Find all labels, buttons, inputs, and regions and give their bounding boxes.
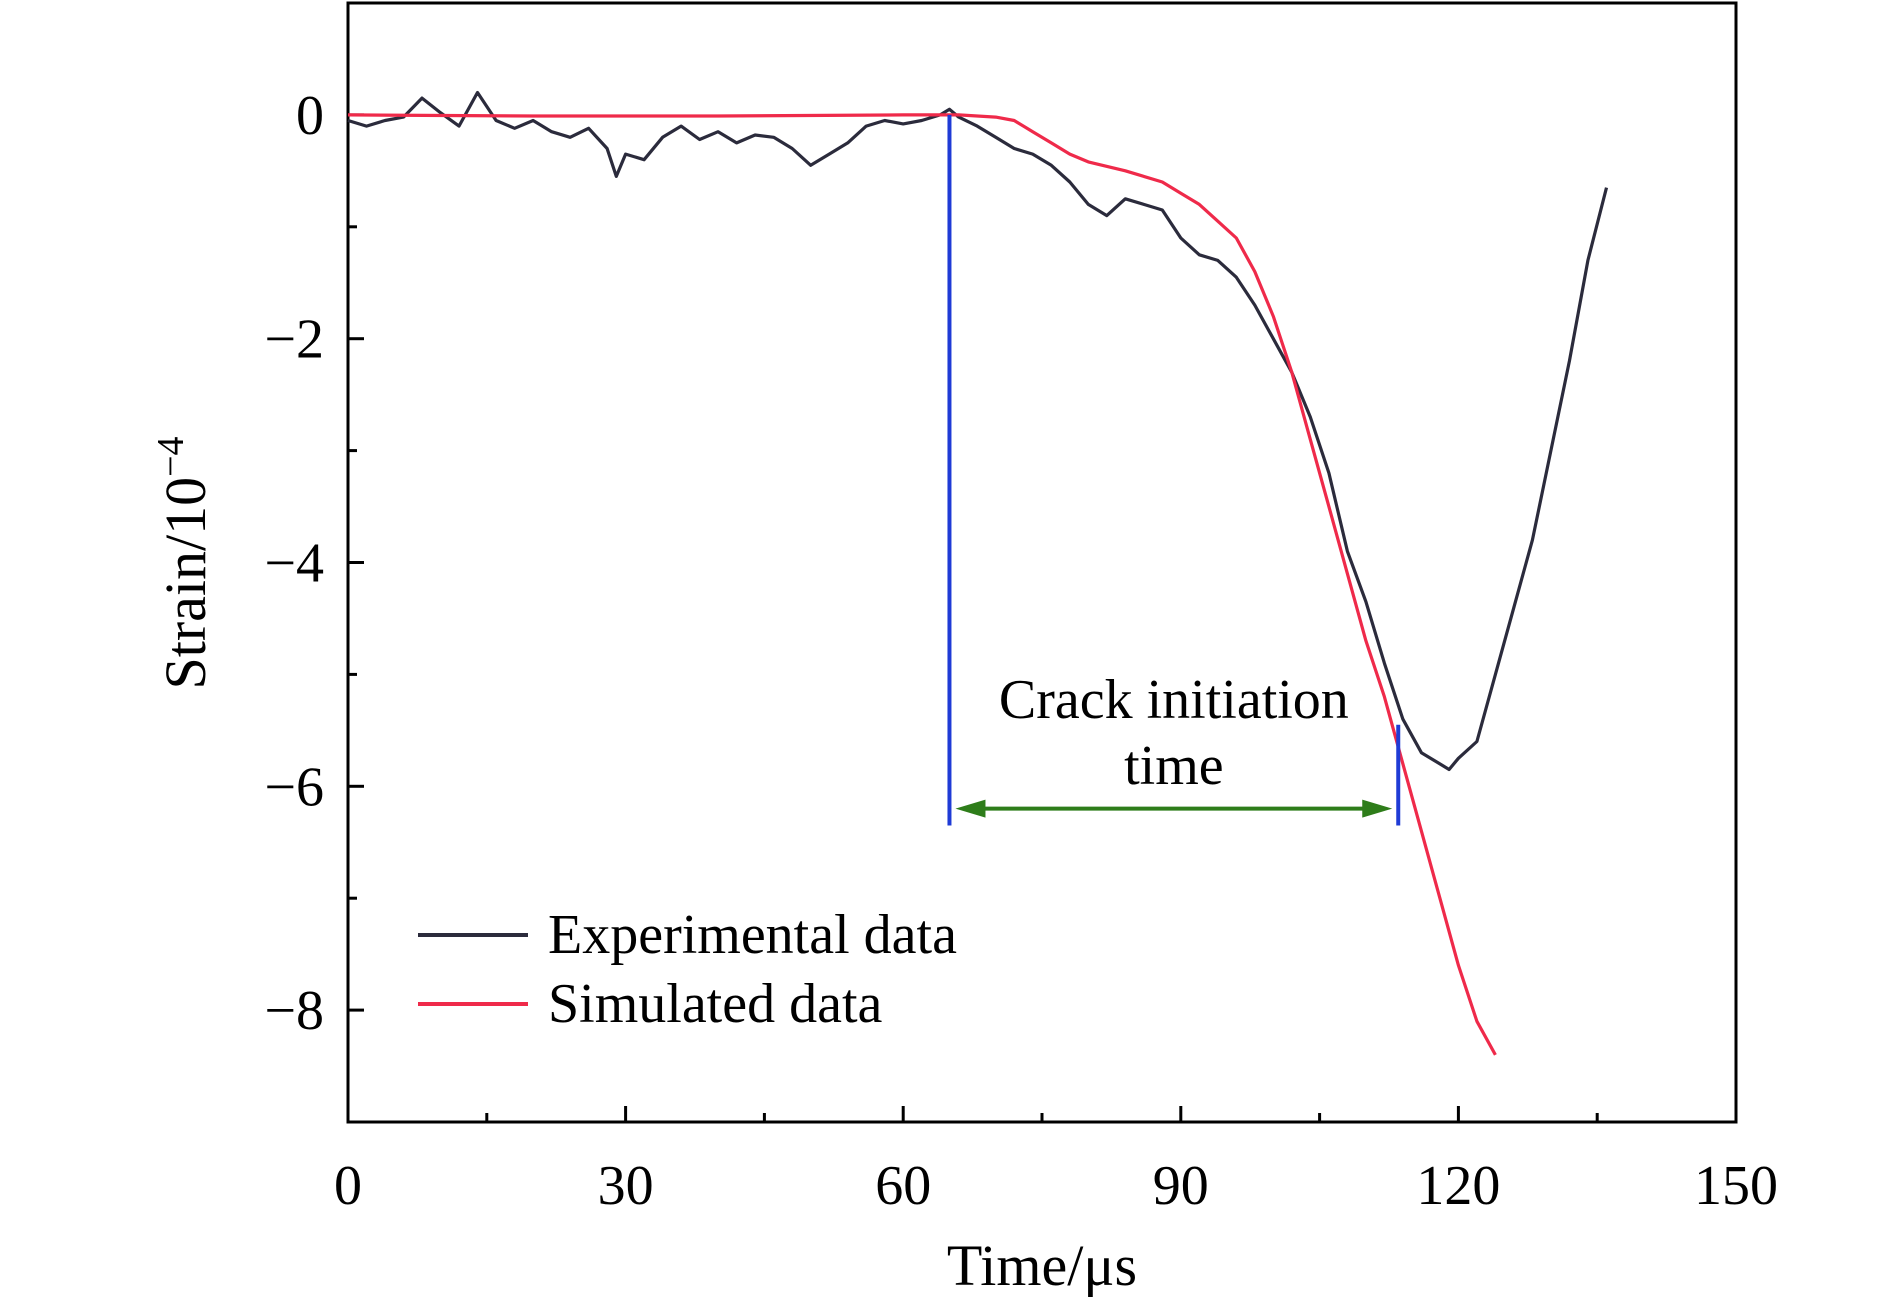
y-tick-label: −4 <box>264 533 324 595</box>
x-tick-label: 120 <box>1416 1155 1500 1217</box>
arrow-head-left <box>955 799 986 818</box>
series-layer <box>347 90 1609 1056</box>
legend-label-experimental: Experimental data <box>548 904 957 966</box>
y-tick-label: 0 <box>296 85 324 147</box>
simulated-data-line <box>347 113 1497 1056</box>
y-tick-label: −8 <box>264 980 324 1042</box>
y-axis-title-exponent: −4 <box>150 436 192 476</box>
x-axis-ticks: 0 30 60 90 120 150 <box>334 1106 1778 1217</box>
legend: Experimental data Simulated data <box>418 904 957 1035</box>
x-axis-title: Time/μs <box>947 1233 1137 1297</box>
y-axis-title: Strain/10−4 <box>150 436 218 689</box>
x-tick-label: 150 <box>1694 1155 1778 1217</box>
x-tick-label: 90 <box>1153 1155 1209 1217</box>
y-axis-title-base: Strain/10 <box>153 477 218 690</box>
y-axis-ticks: 0 −2 −4 −6 −8 <box>264 85 364 1042</box>
annotation-label-line2: time <box>1124 735 1224 797</box>
x-tick-label: 30 <box>598 1155 654 1217</box>
experimental-data-line <box>347 90 1609 772</box>
arrow-head-right <box>1362 799 1393 818</box>
y-tick-label: −2 <box>264 309 324 371</box>
y-tick-label: −6 <box>264 756 324 818</box>
annotation-label-line1: Crack initiation <box>999 669 1349 731</box>
x-tick-label: 0 <box>334 1155 362 1217</box>
x-tick-label: 60 <box>875 1155 931 1217</box>
legend-label-simulated: Simulated data <box>548 973 883 1035</box>
